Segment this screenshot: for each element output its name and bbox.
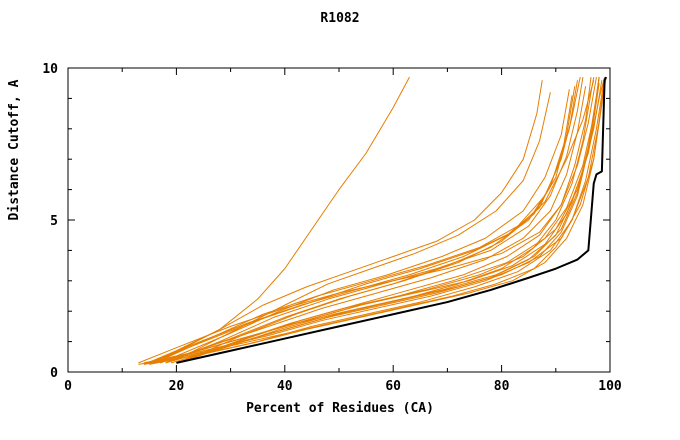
series-line-model-07 [176, 77, 595, 364]
series-line-model-13 [165, 77, 584, 364]
x-tick-label: 80 [494, 379, 510, 394]
chart-title: R1082 [320, 11, 359, 26]
series-line-reference [176, 76, 608, 364]
series-line-model-08 [159, 86, 587, 364]
x-tick-label: 60 [385, 379, 401, 394]
series-line-model-15 [187, 86, 576, 361]
x-axis-label: Percent of Residues (CA) [246, 401, 434, 416]
series-line-model-18 [159, 89, 570, 364]
x-tick-label: 100 [598, 379, 622, 394]
series-line-model-04 [154, 80, 603, 364]
series-line-model-22 [176, 92, 551, 361]
series-line-model-06 [149, 77, 606, 365]
series-line-model-24 [192, 77, 592, 359]
plot-area: 0 20 40 60 80 100 0 5 10 [42, 62, 622, 394]
y-tick-label: 0 [50, 366, 58, 381]
y-tick-label: 10 [42, 62, 58, 77]
series-line-model-23 [154, 80, 543, 364]
series-line-model-03 [138, 77, 597, 364]
series-line-model-21 [138, 77, 606, 365]
series-line-model-11 [154, 77, 581, 364]
series-line-model-20 [165, 95, 573, 362]
x-tick-label: 20 [169, 379, 185, 394]
series-line-model-14 [181, 77, 600, 362]
x-tick-label: 40 [277, 379, 293, 394]
y-tick-label: 5 [50, 214, 58, 229]
series-line-model-19 [149, 77, 607, 364]
series-line-model-16 [143, 77, 607, 365]
y-axis-label: Distance Cutoff, A [7, 79, 22, 220]
series-line-model-17 [154, 83, 600, 364]
series-line-model-12 [149, 80, 578, 364]
x-tick-label: 0 [64, 379, 72, 394]
